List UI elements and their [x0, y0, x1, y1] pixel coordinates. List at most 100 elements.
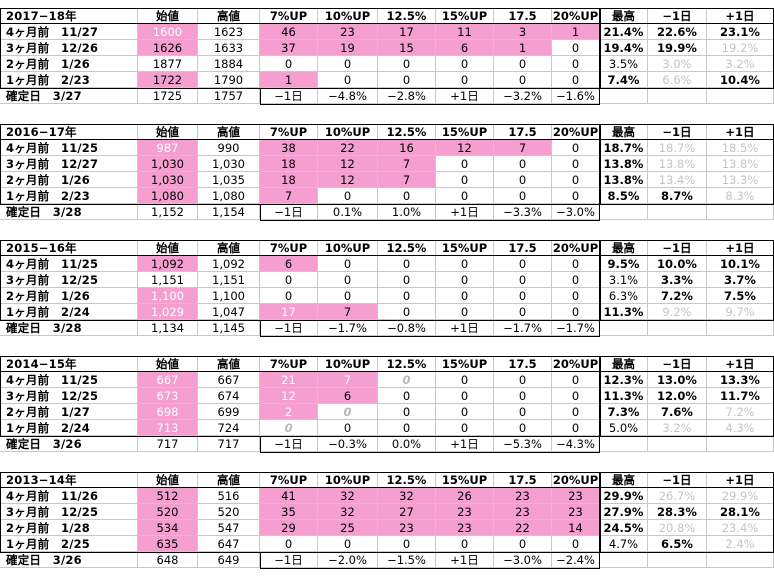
table-cell[interactable]: 0 — [436, 404, 494, 420]
table-cell[interactable]: 11.3% — [600, 388, 648, 404]
table-cell[interactable]: 19.2% — [707, 40, 774, 56]
table-cell[interactable]: 19.9% — [648, 40, 707, 56]
table-cell[interactable]: 14 — [552, 520, 600, 536]
row-label[interactable]: 3ヶ月前 12/25 — [0, 504, 138, 520]
header-cell[interactable]: 始値 — [138, 8, 198, 24]
table-cell[interactable]: 0 — [552, 372, 600, 388]
header-cell[interactable]: −1日 — [648, 472, 707, 488]
table-cell[interactable]: 0 — [552, 72, 600, 88]
table-cell[interactable]: 3.7% — [707, 272, 774, 288]
table-cell[interactable]: 18.7% — [600, 140, 648, 156]
confirm-cell[interactable]: −1.6% — [552, 88, 600, 104]
table-cell[interactable]: 673 — [138, 388, 198, 404]
confirm-cell[interactable]: −1.5% — [378, 552, 436, 568]
table-cell[interactable]: 547 — [198, 520, 260, 536]
table-cell[interactable]: 23 — [378, 520, 436, 536]
row-label[interactable]: 4ヶ月前 11/25 — [0, 140, 138, 156]
table-cell[interactable]: 0 — [552, 288, 600, 304]
table-cell[interactable]: 0 — [436, 188, 494, 204]
header-cell[interactable]: 12.5% — [378, 356, 436, 372]
row-label[interactable]: 2ヶ月前 1/26 — [0, 172, 138, 188]
table-cell[interactable]: 7.6% — [648, 404, 707, 420]
table-cell[interactable]: 6 — [318, 388, 378, 404]
table-cell[interactable]: 6.5% — [648, 536, 707, 552]
confirm-cell[interactable]: −1.7% — [494, 320, 552, 336]
table-cell[interactable]: 0 — [260, 272, 318, 288]
table-cell[interactable]: 0 — [494, 536, 552, 552]
table-cell[interactable]: 28.3% — [648, 504, 707, 520]
table-cell[interactable]: 0 — [552, 140, 600, 156]
header-cell[interactable]: 15%UP — [436, 472, 494, 488]
confirm-cell[interactable]: 0.0% — [378, 436, 436, 452]
table-cell[interactable]: 0 — [318, 288, 378, 304]
table-cell[interactable]: 41 — [260, 488, 318, 504]
header-cell[interactable]: 高値 — [198, 240, 260, 256]
table-cell[interactable]: 0 — [378, 372, 436, 388]
confirm-cell[interactable]: 648 — [138, 552, 198, 568]
table-cell[interactable]: 724 — [198, 420, 260, 436]
header-cell[interactable]: 20%UP — [552, 124, 600, 140]
table-cell[interactable]: 5.0% — [600, 420, 648, 436]
table-cell[interactable]: 32 — [318, 488, 378, 504]
confirm-cell[interactable]: +1日 — [436, 320, 494, 336]
header-cell[interactable]: 10%UP — [318, 8, 378, 24]
header-cell[interactable]: 17.5 — [494, 356, 552, 372]
header-cell[interactable]: 高値 — [198, 472, 260, 488]
header-cell[interactable]: 12.5% — [378, 472, 436, 488]
table-cell[interactable]: 7 — [260, 188, 318, 204]
table-cell[interactable]: 19.4% — [600, 40, 648, 56]
table-cell[interactable]: 11.3% — [600, 304, 648, 320]
table-cell[interactable]: 1,029 — [138, 304, 198, 320]
table-cell[interactable]: 534 — [138, 520, 198, 536]
table-cell[interactable]: 0 — [260, 288, 318, 304]
table-cell[interactable]: 667 — [198, 372, 260, 388]
empty-cell[interactable] — [707, 552, 774, 568]
row-label[interactable]: 1ヶ月前 2/23 — [0, 188, 138, 204]
table-cell[interactable]: 11.7% — [707, 388, 774, 404]
table-cell[interactable]: 23 — [494, 504, 552, 520]
table-cell[interactable]: 516 — [198, 488, 260, 504]
confirm-cell[interactable]: 717 — [198, 436, 260, 452]
table-cell[interactable]: 6.6% — [648, 72, 707, 88]
row-label[interactable]: 4ヶ月前 11/26 — [0, 488, 138, 504]
table-cell[interactable]: 635 — [138, 536, 198, 552]
table-cell[interactable]: 1626 — [138, 40, 198, 56]
table-cell[interactable]: 7.3% — [600, 404, 648, 420]
table-cell[interactable]: 3.3% — [648, 272, 707, 288]
header-cell[interactable]: 15%UP — [436, 356, 494, 372]
section-title[interactable]: 2014−15年 — [0, 356, 138, 372]
table-cell[interactable]: 18.7% — [648, 140, 707, 156]
table-cell[interactable]: 0 — [494, 188, 552, 204]
table-cell[interactable]: 7.4% — [600, 72, 648, 88]
header-cell[interactable]: 20%UP — [552, 240, 600, 256]
confirm-cell[interactable]: +1日 — [436, 552, 494, 568]
table-cell[interactable]: 990 — [198, 140, 260, 156]
table-cell[interactable]: 8.5% — [600, 188, 648, 204]
table-cell[interactable]: 0 — [436, 420, 494, 436]
header-cell[interactable]: 7%UP — [260, 472, 318, 488]
header-cell[interactable]: 10%UP — [318, 240, 378, 256]
table-cell[interactable]: 3 — [494, 24, 552, 40]
table-cell[interactable]: 12 — [260, 388, 318, 404]
table-cell[interactable]: 0 — [318, 72, 378, 88]
section-title[interactable]: 2017−18年 — [0, 8, 138, 24]
table-cell[interactable]: 18 — [260, 172, 318, 188]
header-cell[interactable]: 15%UP — [436, 240, 494, 256]
table-cell[interactable]: 12 — [436, 140, 494, 156]
confirm-label[interactable]: 確定日 3/26 — [0, 436, 138, 452]
table-cell[interactable]: 1,092 — [198, 256, 260, 272]
table-cell[interactable]: 7.2% — [648, 288, 707, 304]
header-cell[interactable]: 高値 — [198, 124, 260, 140]
table-cell[interactable]: 37 — [260, 40, 318, 56]
header-cell[interactable]: −1日 — [648, 240, 707, 256]
table-cell[interactable]: 38 — [260, 140, 318, 156]
table-cell[interactable]: 0 — [378, 420, 436, 436]
row-label[interactable]: 1ヶ月前 2/24 — [0, 420, 138, 436]
table-cell[interactable]: 32 — [318, 504, 378, 520]
header-cell[interactable]: −1日 — [648, 356, 707, 372]
confirm-cell[interactable]: 1,145 — [198, 320, 260, 336]
header-cell[interactable]: 20%UP — [552, 472, 600, 488]
table-cell[interactable]: 0 — [260, 420, 318, 436]
header-cell[interactable]: 最高 — [600, 240, 648, 256]
table-cell[interactable]: 0 — [552, 404, 600, 420]
